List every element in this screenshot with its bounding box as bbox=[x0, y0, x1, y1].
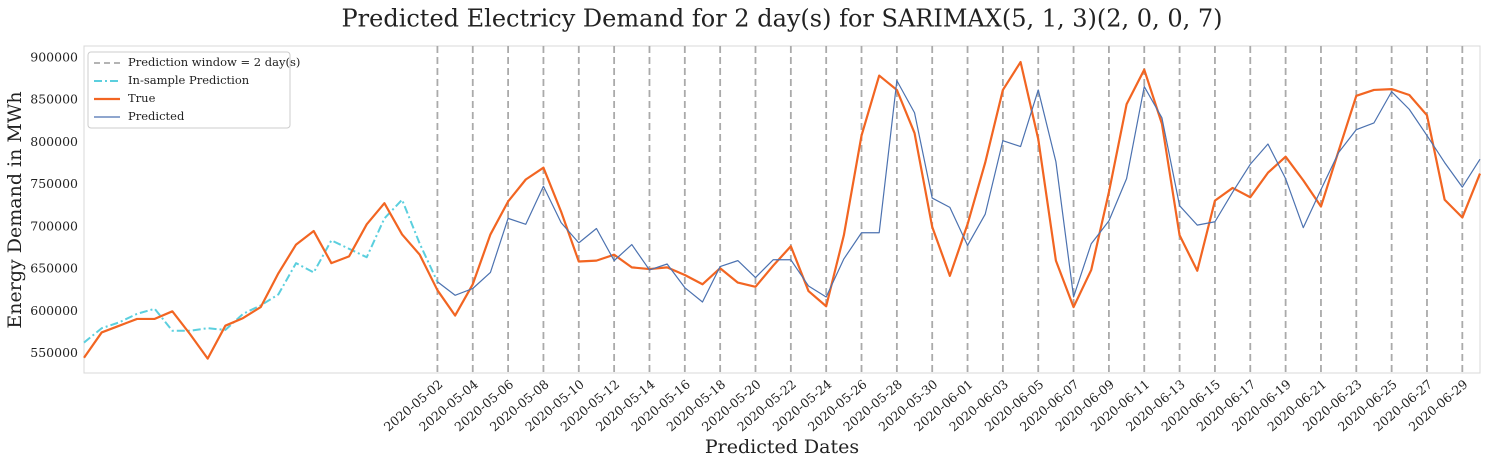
chart-title: Predicted Electricy Demand for 2 day(s) … bbox=[342, 5, 1223, 33]
legend-label: In-sample Prediction bbox=[128, 73, 250, 87]
legend-box bbox=[87, 51, 291, 129]
y-tick-label: 700000 bbox=[30, 218, 78, 233]
y-tick-label: 850000 bbox=[30, 92, 78, 107]
legend-label: Prediction window = 2 day(s) bbox=[128, 55, 300, 69]
y-tick-label: 600000 bbox=[30, 303, 78, 318]
series-line bbox=[437, 80, 1481, 303]
series-line bbox=[83, 198, 439, 344]
y-axis-label: Energy Demand in MWh bbox=[4, 91, 26, 328]
y-tick-label: 750000 bbox=[30, 176, 78, 191]
legend-label: True bbox=[128, 91, 156, 105]
y-tick-label: 800000 bbox=[30, 134, 78, 149]
y-tick-label: 550000 bbox=[30, 345, 78, 360]
y-tick-label: 650000 bbox=[30, 261, 78, 276]
plot-frame bbox=[83, 45, 1481, 374]
x-axis-label: Predicted Dates bbox=[705, 436, 859, 458]
series-line bbox=[83, 60, 1482, 360]
legend-label: Predicted bbox=[128, 109, 185, 123]
y-tick-label: 900000 bbox=[30, 49, 78, 64]
